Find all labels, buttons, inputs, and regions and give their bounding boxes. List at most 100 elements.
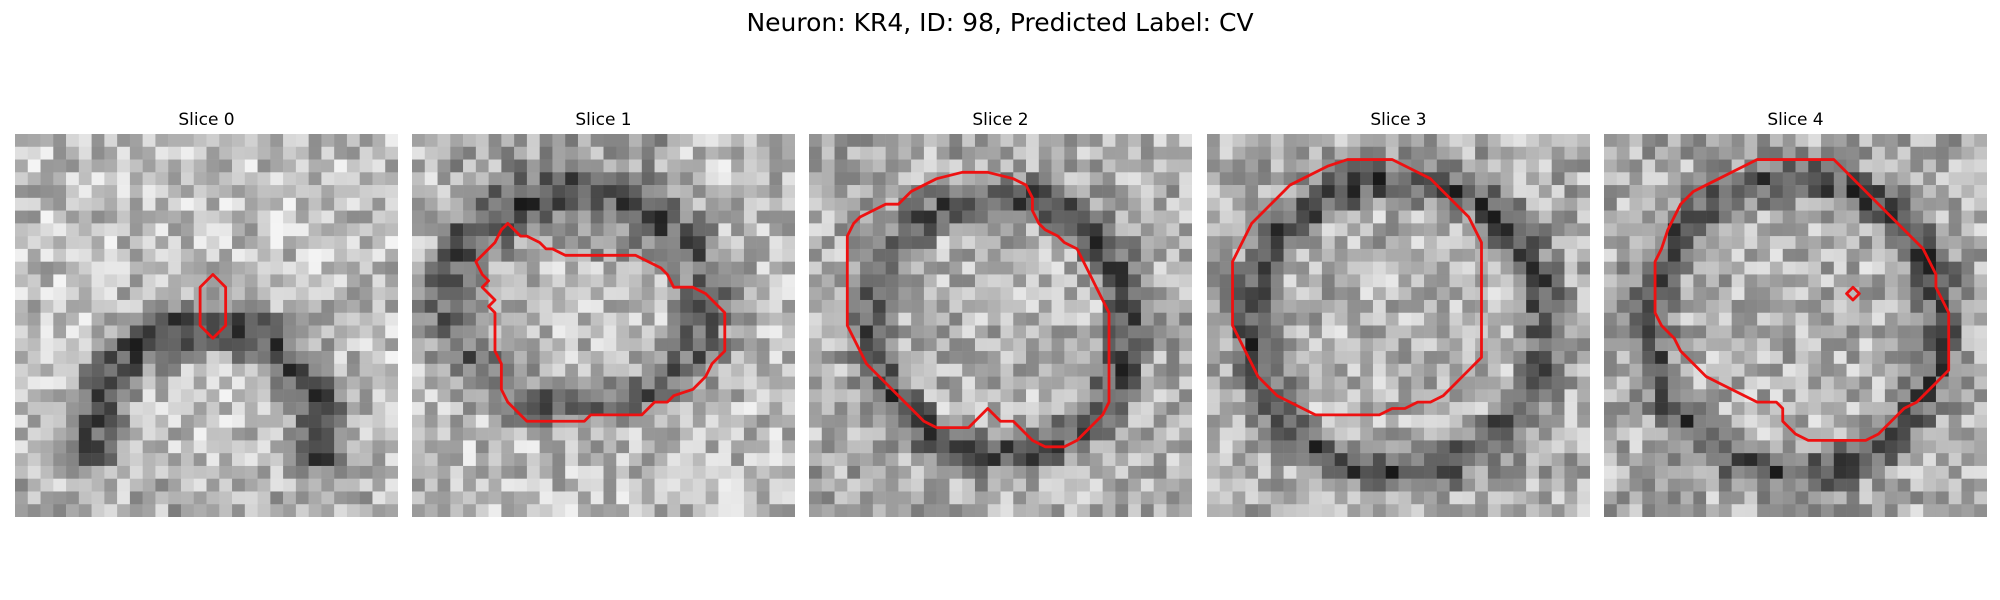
pixel [232, 287, 246, 301]
pixel [565, 146, 579, 160]
pixel [1616, 197, 1630, 211]
pixel [898, 440, 912, 454]
pixel [1487, 146, 1501, 160]
pixel [1859, 478, 1873, 492]
pixel [680, 197, 694, 211]
pixel [1821, 146, 1835, 160]
pixel [193, 248, 207, 262]
pixel [1140, 414, 1154, 428]
pixel [91, 376, 105, 390]
pixel [193, 453, 207, 467]
pixel [1077, 389, 1091, 403]
pixel [1166, 248, 1180, 262]
pixel [1360, 299, 1374, 313]
pixel [923, 197, 937, 211]
pixel [1013, 261, 1027, 275]
pixel [1833, 197, 1847, 211]
pixel [27, 236, 41, 250]
pixel [526, 299, 540, 313]
pixel [270, 478, 284, 492]
pixel [1859, 363, 1873, 377]
pixel [1051, 338, 1065, 352]
pixel [1667, 389, 1681, 403]
pixel [142, 134, 156, 148]
pixel [78, 134, 92, 148]
pixel [412, 402, 426, 416]
pixel [1859, 325, 1873, 339]
pixel [1846, 351, 1860, 365]
pixel [1013, 325, 1027, 339]
pixel [180, 134, 194, 148]
pixel [1884, 351, 1898, 365]
pixel [847, 261, 861, 275]
pixel [321, 491, 335, 505]
pixel [168, 299, 182, 313]
pixel [1026, 491, 1040, 505]
pixel [1334, 414, 1348, 428]
pixel [1604, 236, 1618, 250]
pixel [437, 389, 451, 403]
pixel [590, 465, 604, 479]
pixel [1462, 172, 1476, 186]
pixel [1897, 261, 1911, 275]
pixel [1935, 172, 1949, 186]
pixel [552, 274, 566, 288]
pixel [219, 504, 233, 517]
pixel [1655, 312, 1669, 326]
pixel [1513, 465, 1527, 479]
pixel [577, 185, 591, 199]
pixel [1500, 248, 1514, 262]
pixel [295, 325, 309, 339]
pixel [911, 453, 925, 467]
pixel [180, 504, 194, 517]
pixel [577, 440, 591, 454]
pixel [1166, 299, 1180, 313]
pixel [872, 465, 886, 479]
pixel [1500, 427, 1514, 441]
pixel [1283, 414, 1297, 428]
pixel [1718, 197, 1732, 211]
pixel [1153, 299, 1167, 313]
pixel [1821, 172, 1835, 186]
pixel [1051, 325, 1065, 339]
pixel [705, 134, 719, 148]
pixel [1309, 325, 1323, 339]
pixel [552, 210, 566, 224]
pixel [359, 478, 373, 492]
pixel [629, 223, 643, 237]
pixel [1604, 223, 1618, 237]
pixel [424, 274, 438, 288]
pixel [257, 185, 271, 199]
pixel [1411, 427, 1425, 441]
pixel [1680, 172, 1694, 186]
pixel [731, 146, 745, 160]
pixel [283, 465, 297, 479]
pixel [334, 261, 348, 275]
pixel [1372, 261, 1386, 275]
pixel [257, 236, 271, 250]
pixel [1923, 389, 1937, 403]
pixel [1974, 376, 1987, 390]
pixel [321, 299, 335, 313]
pixel [475, 389, 489, 403]
pixel [1296, 325, 1310, 339]
pixel [129, 261, 143, 275]
pixel [1283, 351, 1297, 365]
pixel [1245, 274, 1259, 288]
pixel [1424, 338, 1438, 352]
pixel [769, 223, 783, 237]
pixel [1128, 287, 1142, 301]
pixel [1961, 172, 1975, 186]
pixel [705, 453, 719, 467]
pixel [756, 338, 770, 352]
pixel [1564, 223, 1578, 237]
pixel [1128, 197, 1142, 211]
pixel [1026, 338, 1040, 352]
pixel [412, 197, 426, 211]
pixel [463, 274, 477, 288]
pixel [1577, 338, 1590, 352]
pixel [1655, 210, 1669, 224]
pixel [15, 338, 29, 352]
pixel [180, 414, 194, 428]
pixel [654, 389, 668, 403]
